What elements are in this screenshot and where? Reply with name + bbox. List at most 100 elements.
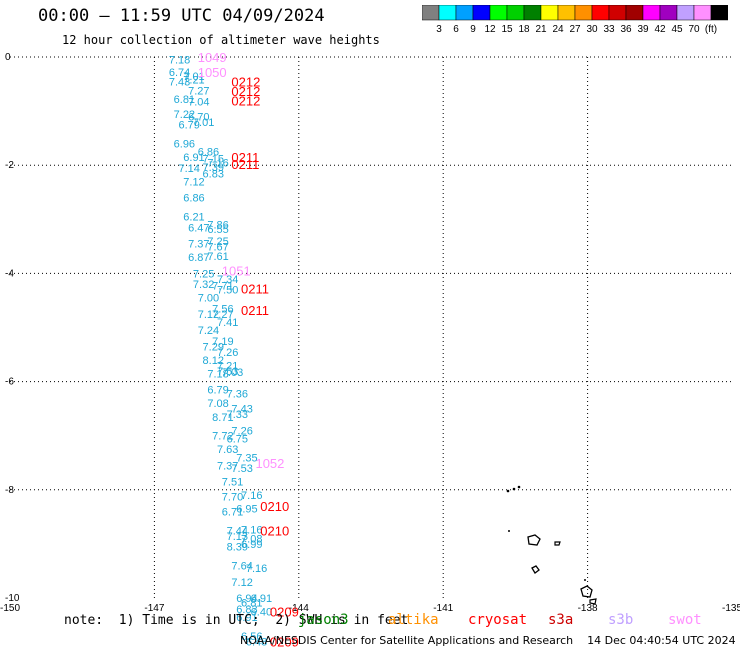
legend-label: 21 — [535, 24, 547, 35]
pass-labels: 1049105002120212021202110211105102110211… — [198, 50, 299, 649]
footer-credit: NOAA/NESDIS Center for Satellite Applica… — [240, 634, 736, 647]
wave-height-label: 7.08 — [241, 533, 262, 545]
wave-height-label: 7.61 — [207, 251, 228, 263]
wave-height-label: 7.26 — [217, 347, 238, 359]
wave-height-label: 6.83 — [236, 604, 257, 616]
satellite-legend-item: swot — [668, 612, 702, 628]
pass-label: 0211 — [241, 282, 269, 297]
legend-label: 12 — [484, 24, 496, 35]
legend-label: 6 — [453, 24, 459, 35]
wave-height-label: 7.44 — [227, 525, 248, 537]
pass-label: 0212 — [231, 74, 260, 89]
wave-height-label: 7.53 — [217, 366, 238, 378]
legend-label: 42 — [654, 24, 666, 35]
wave-height-label: 7.26 — [231, 425, 252, 437]
x-tick-label: -150 — [0, 603, 20, 614]
wave-height-label: 7.13 — [227, 531, 248, 543]
wave-height-label: 7.15 — [203, 154, 224, 166]
wave-height-labels: 7.186.747.017.437.217.276.817.047.226.70… — [169, 55, 272, 649]
wave-height-label: 6.79 — [178, 120, 199, 132]
pass-label: 1051 — [222, 264, 251, 279]
wave-height-label: 6.83 — [203, 168, 224, 180]
wave-height-label: 7.67 — [207, 241, 228, 253]
wave-height-label: 6.74 — [169, 67, 190, 79]
legend-label: 70 — [688, 24, 700, 35]
wave-height-label: 7.72 — [212, 431, 233, 443]
color-legend: 3 6 9 12 15 18 21 24 27 30 33 36 39 42 45 70 (ft) — [422, 5, 728, 35]
wave-height-label: 7.00 — [198, 293, 219, 305]
wave-height-label: 6.86 — [183, 193, 204, 205]
wave-height-label: 7.86 — [207, 220, 228, 232]
satellite-legend-item: s3b — [608, 612, 634, 628]
wave-height-label: 6.95 — [236, 504, 257, 516]
wave-height-label: 7.71 — [212, 280, 233, 292]
pass-label: 1050 — [198, 65, 227, 80]
legend-swatch — [710, 5, 728, 21]
wave-height-label: 6.81 — [241, 597, 262, 609]
wave-height-label: 7.35 — [236, 452, 257, 464]
chart-note: note: 1) Time is in UTC; 2) SWH is in fe… — [64, 613, 409, 628]
wave-height-label: 7.29 — [203, 341, 224, 353]
legend-label: 36 — [620, 24, 632, 35]
island-shape — [508, 530, 510, 532]
wave-height-label: 7.50 — [217, 285, 238, 297]
wave-height-label: 6.55 — [207, 224, 228, 236]
wave-height-label: 7.01 — [183, 71, 204, 83]
wave-height-label: 7.21 — [217, 360, 238, 372]
legend-label: 15 — [501, 24, 513, 35]
wave-height-label: 7.21 — [183, 75, 204, 87]
wave-height-label: 6.56 — [241, 631, 262, 643]
wave-height-label: 7.64 — [231, 561, 252, 573]
pass-label: 0209 — [270, 605, 299, 620]
y-tick-label: -6 — [5, 377, 14, 388]
wave-height-label: 6.96 — [174, 139, 195, 151]
wave-height-label: 7.19 — [212, 336, 233, 348]
wave-height-label: 7.16 — [207, 157, 228, 169]
island-shape — [589, 598, 597, 605]
wave-height-label: 7.18 — [169, 55, 190, 67]
legend-label: 18 — [518, 24, 530, 35]
wave-height-label: 6.47 — [188, 222, 209, 234]
wave-height-label: 7.12 — [183, 176, 204, 188]
island-shape — [512, 487, 516, 491]
wave-height-label: 8.71 — [212, 412, 233, 424]
legend-label: 45 — [671, 24, 683, 35]
pass-label: 0210 — [260, 523, 289, 538]
wave-height-label: 7.56 — [212, 304, 233, 316]
legend-label: 27 — [569, 24, 581, 35]
axis-labels: -150 -147 -144 -141 -138 -135 0 -2 -4 -6 -8 -10 — [0, 52, 740, 614]
pass-label: 1049 — [198, 50, 227, 65]
x-tick-label: -138 — [578, 603, 598, 614]
chart-subtitle: 12 hour collection of altimeter wave hei… — [62, 33, 380, 47]
wave-height-label: 7.70 — [222, 491, 243, 503]
wave-height-label: 8.39 — [227, 542, 248, 554]
wave-height-label: 7.37 — [217, 460, 238, 472]
wave-height-label: 6.75 — [227, 433, 248, 445]
wave-height-label: 7.63 — [217, 444, 238, 456]
legend-label: 30 — [586, 24, 598, 35]
pass-label: 0209 — [270, 634, 299, 649]
island-shape — [531, 565, 540, 574]
wave-height-label: 7.34 — [217, 274, 238, 286]
wave-height-label: 7.53 — [231, 463, 252, 475]
wave-height-label: 7.51 — [222, 477, 243, 489]
wave-height-label: 7.18 — [207, 368, 228, 380]
wave-height-label: 7.16 — [246, 563, 267, 575]
x-tick-label: -147 — [144, 603, 164, 614]
wave-height-label: 6.91 — [251, 593, 272, 605]
wave-height-label: 7.27 — [188, 86, 209, 98]
pass-label: 0212 — [231, 93, 260, 108]
wave-height-label: 8.12 — [203, 355, 224, 367]
wave-height-label: 6.21 — [183, 212, 204, 224]
chart-title: 00:00 – 11:59 UTC 04/09/2024 — [38, 6, 325, 26]
wave-height-label: 7.24 — [198, 325, 219, 337]
wave-height-label: 7.12 — [198, 309, 219, 321]
wave-height-label: 7.39 — [203, 162, 224, 174]
wave-height-label: 7.22 — [174, 109, 195, 121]
wave-height-label: 7.01 — [193, 117, 214, 129]
satellite-legend-item: cryosat — [468, 612, 528, 628]
grid — [10, 56, 732, 598]
wave-height-label: 7.32 — [193, 279, 214, 291]
x-tick-label: -135 — [722, 603, 740, 614]
x-tick-label: -144 — [289, 603, 309, 614]
